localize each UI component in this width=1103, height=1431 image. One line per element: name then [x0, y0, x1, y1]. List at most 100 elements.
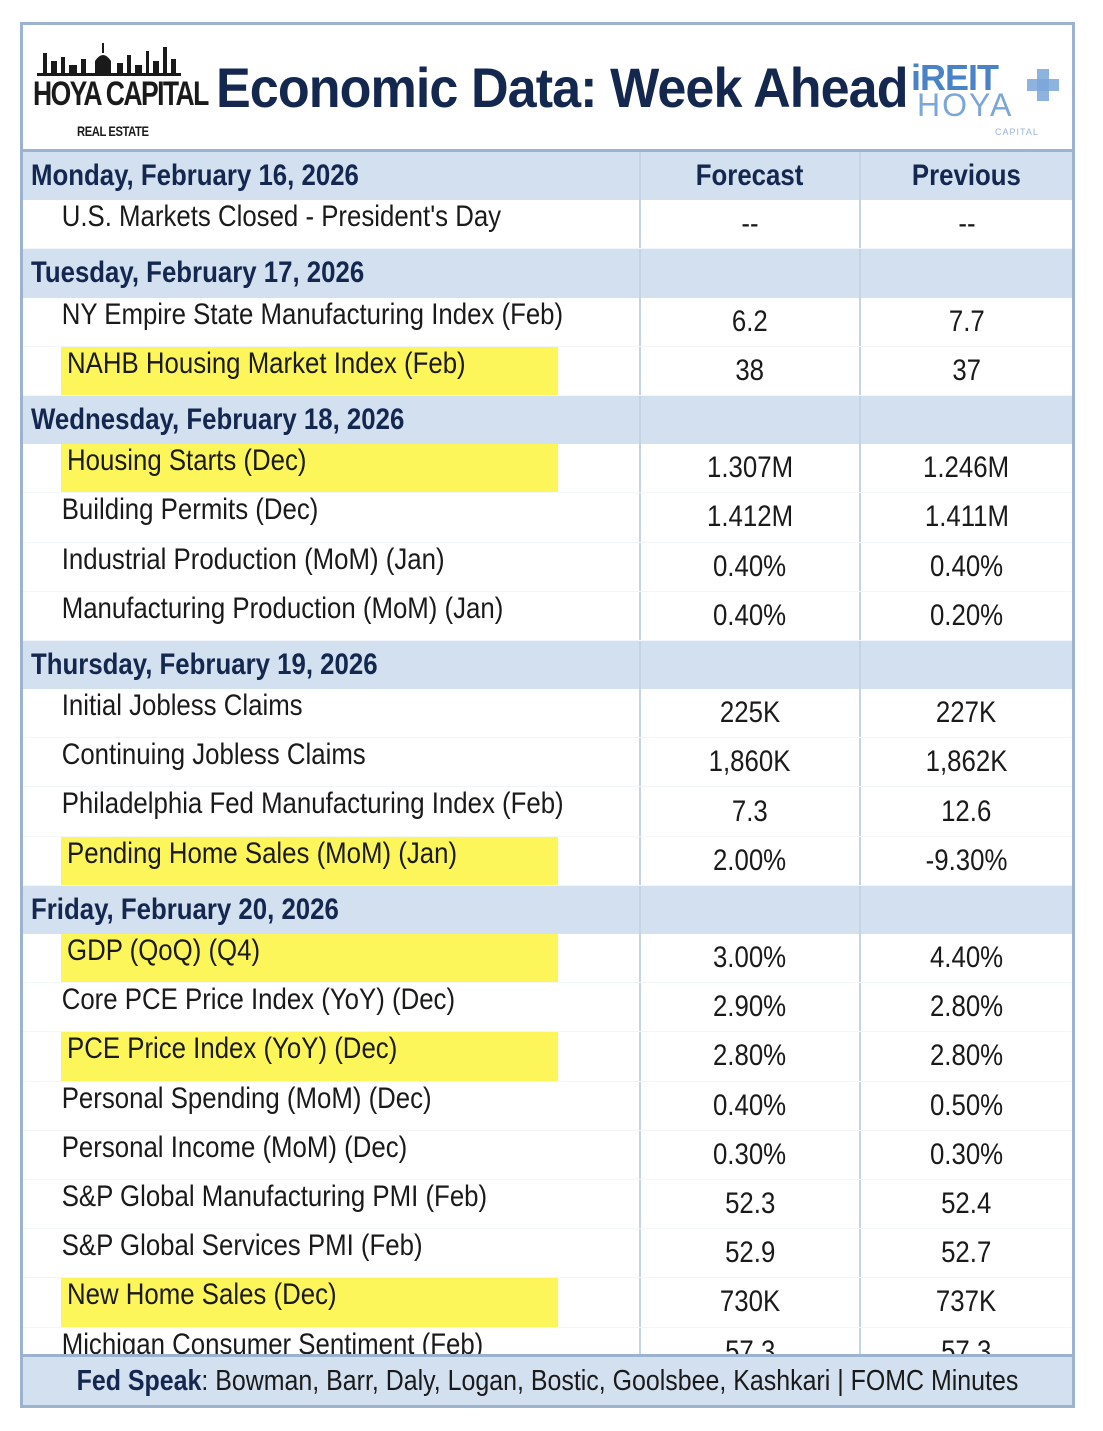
- previous-value: -9.30%: [925, 843, 1008, 877]
- indicator-label: Initial Jobless Claims: [61, 689, 303, 723]
- previous-value: 1.246M: [923, 451, 1010, 485]
- previous-value: 737K: [936, 1285, 997, 1319]
- day-label: Wednesday, February 18, 2026: [31, 403, 405, 437]
- day-header-row: Monday, February 16, 2026 Forecast Previou…: [23, 152, 1072, 201]
- forecast-value: 52.9: [724, 1236, 776, 1270]
- table-row: NAHB Housing Market Index (Feb) 38 37: [23, 346, 1072, 396]
- table-row: Philadelphia Fed Manufacturing Index (Fe…: [23, 787, 1072, 837]
- skyline-icon: [37, 43, 181, 76]
- indicator-label: Housing Starts (Dec): [61, 444, 559, 493]
- fed-speak-text: : Bowman, Barr, Daly, Logan, Bostic, Goo…: [201, 1364, 1019, 1397]
- forecast-value: 730K: [719, 1285, 781, 1319]
- forecast-value: 225K: [719, 696, 781, 730]
- table-row: GDP (QoQ) (Q4) 3.00% 4.40%: [23, 934, 1072, 984]
- previous-value: 0.50%: [929, 1088, 1004, 1122]
- indicator-label: S&P Global Manufacturing PMI (Feb): [61, 1179, 488, 1213]
- previous-value: 7.7: [948, 304, 985, 338]
- indicator-label: Personal Income (MoM) (Dec): [61, 1130, 408, 1164]
- day-header-row: Thursday, February 19, 2026: [23, 640, 1072, 690]
- previous-column-header: Previous: [911, 159, 1021, 193]
- forecast-value: 38: [735, 353, 765, 387]
- ireit-hoya-logo: iREIT HOYA CAPITAL: [911, 57, 1061, 137]
- indicator-label: Personal Spending (MoM) (Dec): [61, 1081, 432, 1115]
- indicator-label: PCE Price Index (YoY) (Dec): [61, 1032, 559, 1081]
- table-row: Initial Jobless Claims 225K 227K: [23, 689, 1072, 739]
- indicator-label: NAHB Housing Market Index (Feb): [61, 346, 559, 395]
- previous-value: 2.80%: [929, 990, 1004, 1024]
- forecast-value: 52.3: [724, 1187, 776, 1221]
- forecast-value: 1.412M: [706, 500, 794, 534]
- table-row: Manufacturing Production (MoM) (Jan) 0.40…: [23, 591, 1072, 641]
- logo-right-line3: CAPITAL: [995, 127, 1039, 137]
- previous-value: --: [957, 207, 976, 241]
- indicator-label: Pending Home Sales (MoM) (Jan): [61, 836, 559, 885]
- day-header-row: Tuesday, February 17, 2026: [23, 249, 1072, 298]
- forecast-value: 6.2: [732, 304, 768, 338]
- forecast-value: 1.307M: [706, 451, 794, 485]
- previous-value: 2.80%: [929, 1039, 1004, 1073]
- forecast-value: 0.40%: [713, 549, 787, 583]
- indicator-label: Philadelphia Fed Manufacturing Index (Fe…: [61, 787, 564, 821]
- table-row: Personal Income (MoM) (Dec) 0.30% 0.30%: [23, 1130, 1072, 1180]
- forecast-value: 2.80%: [713, 1039, 787, 1073]
- forecast-column-header: Forecast: [696, 159, 804, 193]
- indicator-label: New Home Sales (Dec): [61, 1278, 559, 1327]
- day-label: Friday, February 20, 2026: [31, 892, 339, 926]
- indicator-label: S&P Global Services PMI (Feb): [61, 1229, 423, 1263]
- indicator-label: Manufacturing Production (MoM) (Jan): [61, 591, 504, 625]
- previous-value: 4.40%: [929, 941, 1004, 975]
- day-label: Monday, February 16, 2026: [31, 159, 359, 193]
- forecast-value: 3.00%: [713, 941, 787, 975]
- logo-left-sub: REAL ESTATE: [77, 123, 149, 139]
- header: HOYA CAPITAL REAL ESTATE Economic Data: …: [23, 25, 1072, 152]
- indicator-label: U.S. Markets Closed - President's Day: [61, 200, 502, 234]
- day-label: Tuesday, February 17, 2026: [31, 256, 365, 290]
- table-row: Industrial Production (MoM) (Jan) 0.40% 0.…: [23, 542, 1072, 592]
- fed-speak-footer: Fed Speak: Bowman, Barr, Daly, Logan, Bo…: [23, 1354, 1072, 1405]
- forecast-value: 7.3: [732, 794, 768, 828]
- economic-calendar-card: HOYA CAPITAL REAL ESTATE Economic Data: …: [20, 22, 1075, 1408]
- table-row: Continuing Jobless Claims 1,860K 1,862K: [23, 738, 1072, 788]
- logo-right-line1: iREIT: [911, 57, 999, 98]
- table-row: U.S. Markets Closed - President's Day -- -…: [23, 200, 1072, 250]
- previous-value: 0.40%: [929, 549, 1004, 583]
- table-row: S&P Global Manufacturing PMI (Feb) 52.3 52…: [23, 1179, 1072, 1230]
- indicator-label: NY Empire State Manufacturing Index (Feb…: [61, 297, 564, 331]
- previous-value: 52.7: [941, 1236, 992, 1270]
- table-row: Housing Starts (Dec) 1.307M 1.246M: [23, 444, 1072, 494]
- plus-icon: [1027, 69, 1059, 101]
- previous-value: 0.20%: [929, 598, 1004, 632]
- table-row: S&P Global Services PMI (Feb) 52.9 52.7: [23, 1229, 1072, 1279]
- logo-left-name: HOYA CAPITAL: [33, 75, 209, 113]
- page-title: Economic Data: Week Ahead: [216, 56, 909, 119]
- day-header-row: Wednesday, February 18, 2026: [23, 395, 1072, 445]
- forecast-value: 2.90%: [713, 990, 787, 1024]
- economic-data-table: Monday, February 16, 2026 Forecast Previou…: [23, 152, 1072, 1377]
- forecast-value: 0.40%: [713, 1088, 787, 1122]
- indicator-label: Core PCE Price Index (YoY) (Dec): [61, 983, 456, 1017]
- forecast-value: 0.40%: [713, 598, 787, 632]
- indicator-label: GDP (QoQ) (Q4): [61, 934, 559, 983]
- table-row: PCE Price Index (YoY) (Dec) 2.80% 2.80%: [23, 1032, 1072, 1082]
- indicator-label: Building Permits (Dec): [61, 493, 319, 527]
- table-row: New Home Sales (Dec) 730K 737K: [23, 1278, 1072, 1328]
- indicator-label: Industrial Production (MoM) (Jan): [61, 542, 445, 576]
- previous-value: 0.30%: [929, 1137, 1004, 1171]
- forecast-value: 0.30%: [713, 1137, 787, 1171]
- day-label: Thursday, February 19, 2026: [31, 647, 378, 681]
- fed-speak-label: Fed Speak: [76, 1364, 202, 1397]
- table-row: NY Empire State Manufacturing Index (Feb…: [23, 297, 1072, 347]
- indicator-label: Continuing Jobless Claims: [61, 738, 366, 772]
- previous-value: 227K: [936, 696, 997, 730]
- previous-value: 12.6: [941, 794, 992, 828]
- forecast-value: 1,860K: [709, 745, 791, 779]
- hoya-capital-logo: HOYA CAPITAL REAL ESTATE: [33, 35, 209, 143]
- previous-value: 52.4: [941, 1187, 992, 1221]
- previous-value: 1.411M: [924, 500, 1009, 534]
- previous-value: 37: [952, 353, 981, 387]
- day-header-row: Friday, February 20, 2026: [23, 885, 1072, 934]
- previous-value: 1,862K: [925, 745, 1008, 779]
- forecast-value: --: [741, 207, 759, 241]
- logo-right-line2: HOYA: [917, 87, 1014, 123]
- table-row: Building Permits (Dec) 1.412M 1.411M: [23, 493, 1072, 543]
